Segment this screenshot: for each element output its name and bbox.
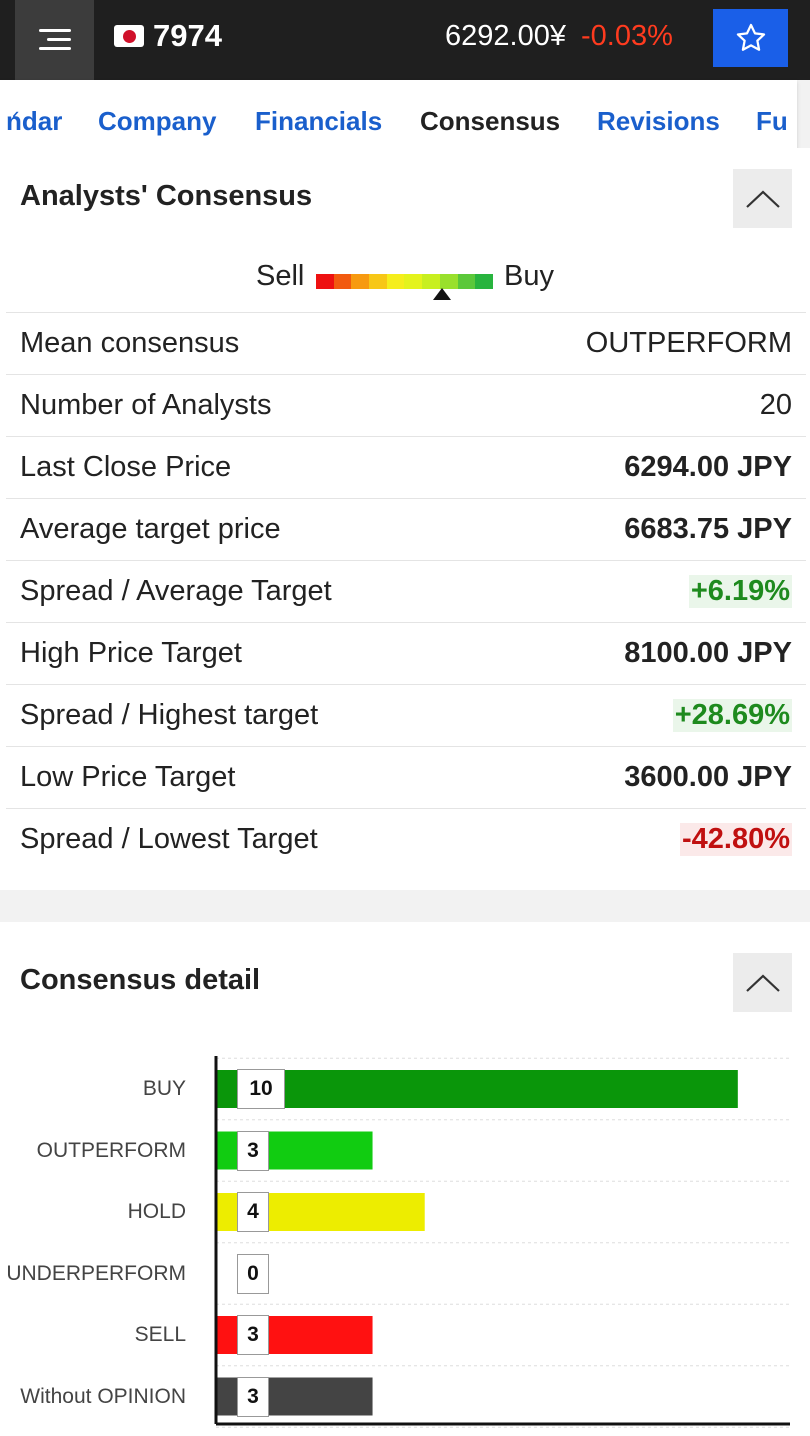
category-label: SELL [134,1323,186,1346]
meter-pointer-icon [432,288,451,300]
consensus-card: Analysts' Consensus Sell Buy Mean consen… [0,148,810,890]
japan-flag-icon [114,25,144,47]
consensus-row: Average target price 6683.75 JPY [6,498,806,560]
data-label: 3 [237,1315,269,1355]
tab-calendar[interactable]: ndar [6,106,63,136]
row-value: 20 [759,389,792,421]
chevron-up-icon [745,189,780,208]
consensus-detail-card: Consensus detail BUY 10 OUTPERFORM 3 HOLD 4 UN… [0,922,810,1436]
bar-buy [216,1070,738,1108]
ticker-symbol: 7974 [153,18,222,53]
consensus-row: Spread / Average Target +6.19% [6,560,806,622]
data-label: 3 [237,1376,269,1417]
row-value: 8100.00 JPY [624,637,792,669]
row-value: +6.19% [688,575,792,608]
star-icon [736,23,765,51]
scroll-left-icon[interactable]: ‹ [12,102,20,127]
collapse-detail-button[interactable] [733,953,792,1012]
hamburger-icon [38,29,71,51]
tab-revisions[interactable]: Revisions [597,106,720,136]
consensus-title: Analysts' Consensus [20,180,313,212]
row-label: Average target price [20,513,281,545]
consensus-row: Spread / Highest target +28.69% [6,684,806,746]
meter-segment [386,274,405,289]
current-price: 6292.00¥ [445,20,566,52]
row-value: 6294.00 JPY [624,451,792,483]
tabs-bar: ‹ ndar Company Financials Consensus Revi… [0,80,810,162]
consensus-row: Low Price Target 3600.00 JPY [6,746,806,808]
collapse-consensus-button[interactable] [733,169,792,228]
category-label: UNDERPERFORM [6,1261,186,1285]
meter-segment [404,274,423,289]
chart-svg [214,1056,790,1428]
row-value: OUTPERFORM [585,327,792,359]
consensus-meter: Sell Buy [0,260,810,300]
data-label: 4 [237,1192,269,1232]
tab-more[interactable]: Fu [756,106,788,136]
tab-financials[interactable]: Financials [255,106,383,136]
row-label: Last Close Price [20,451,232,483]
row-label: Spread / Average Target [20,575,332,607]
consensus-row: Spread / Lowest Target -42.80% [6,808,806,870]
consensus-row: High Price Target 8100.00 JPY [6,622,806,684]
row-label: Number of Analysts [20,389,272,421]
consensus-row: Mean consensus OUTPERFORM [6,312,806,374]
category-label: BUY [142,1077,186,1100]
row-value: -42.80% [679,823,792,856]
consensus-bar-chart: BUY 10 OUTPERFORM 3 HOLD 4 UNDERPERFORM 0 SELL 3 W… [0,922,810,1436]
row-value: 3600.00 JPY [624,761,792,793]
meter-segment [316,274,334,289]
tab-consensus[interactable]: Consensus [420,106,561,136]
meter-segment [439,274,458,289]
menu-button[interactable] [15,0,94,80]
category-label: HOLD [127,1200,186,1223]
category-label: OUTPERFORM [36,1138,186,1162]
meter-segment [333,274,352,289]
price-change: -0.03% [581,20,673,52]
data-label: 0 [237,1253,269,1294]
meter-segment [351,274,370,289]
meter-segment [475,274,493,289]
category-label: Without OPINION [20,1384,186,1408]
meter-segment [422,274,440,289]
meter-segment [457,274,476,289]
chevron-up-icon [745,973,780,992]
row-value: +28.69% [672,699,792,732]
meter-buy-label: Buy [504,260,554,292]
row-label: Mean consensus [20,327,240,359]
row-value: 6683.75 JPY [624,513,792,545]
meter-gradient-bar [316,274,493,289]
row-label: Low Price Target [20,761,236,793]
consensus-row: Number of Analysts 20 [6,374,806,436]
consensus-row: Last Close Price 6294.00 JPY [6,436,806,498]
meter-segment [369,274,387,289]
tab-company[interactable]: Company [98,106,217,136]
row-label: Spread / Highest target [20,699,319,731]
row-label: High Price Target [20,637,242,669]
watchlist-button[interactable] [713,9,788,67]
row-label: Spread / Lowest Target [20,823,318,855]
detail-title: Consensus detail [20,964,261,996]
data-label: 10 [237,1069,285,1109]
data-label: 3 [237,1130,269,1171]
top-bar: 7974 6292.00¥ -0.03% [0,0,810,80]
meter-sell-label: Sell [256,260,305,292]
